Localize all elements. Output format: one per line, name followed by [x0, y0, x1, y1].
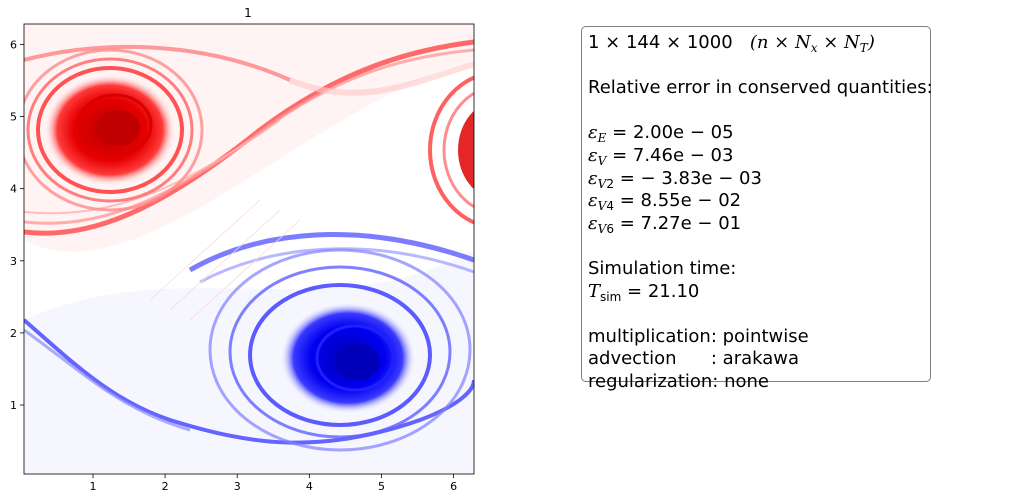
y-tick-label: 1 — [10, 399, 17, 412]
y-tick-label: 3 — [10, 255, 17, 268]
advection-line: advection : arakawa — [588, 348, 800, 370]
plot-frame — [23, 23, 475, 475]
x-tick-label: 5 — [378, 480, 385, 493]
eps-e-line: εE = 2.00e − 05 — [588, 122, 734, 146]
x-tick-label: 3 — [234, 480, 241, 493]
error-heading: Relative error in conserved quantities: — [588, 77, 933, 99]
y-axis: 1 2 3 4 5 6 — [10, 38, 24, 412]
x-tick-label: 4 — [306, 480, 313, 493]
plot-title: 1 — [244, 6, 252, 20]
x-tick-label: 6 — [450, 480, 457, 493]
heatmap-field — [24, 24, 474, 474]
y-tick-label: 2 — [10, 327, 17, 340]
info-box: 1 × 144 × 1000 (n × Nx × NT) Relative er… — [581, 26, 933, 392]
x-axis: 1 2 3 4 5 6 — [89, 474, 457, 493]
y-tick-label: 4 — [10, 183, 17, 196]
multiplication-line: multiplication: pointwise — [588, 325, 809, 347]
eps-v2-line: εV2 = − 3.83e − 03 — [588, 167, 762, 191]
heatmap-chart: 1 2 3 4 5 6 1 2 3 4 5 6 — [10, 23, 475, 493]
y-tick-label: 5 — [10, 111, 17, 124]
regularization-line: regularization: none — [588, 370, 769, 392]
t-sim-line: Tsim = 21.10 — [588, 280, 700, 304]
grid-size-line: 1 × 144 × 1000 (n × Nx × NT) — [588, 32, 875, 55]
eps-v-line: εV = 7.46e − 03 — [588, 144, 734, 168]
eps-v6-line: εV6 = 7.27e − 01 — [588, 212, 742, 236]
eps-v4-line: εV4 = 8.55e − 02 — [588, 190, 742, 214]
x-tick-label: 1 — [89, 480, 96, 493]
y-tick-label: 6 — [10, 38, 17, 51]
sim-time-label: Simulation time: — [588, 257, 737, 279]
x-tick-label: 2 — [162, 480, 169, 493]
